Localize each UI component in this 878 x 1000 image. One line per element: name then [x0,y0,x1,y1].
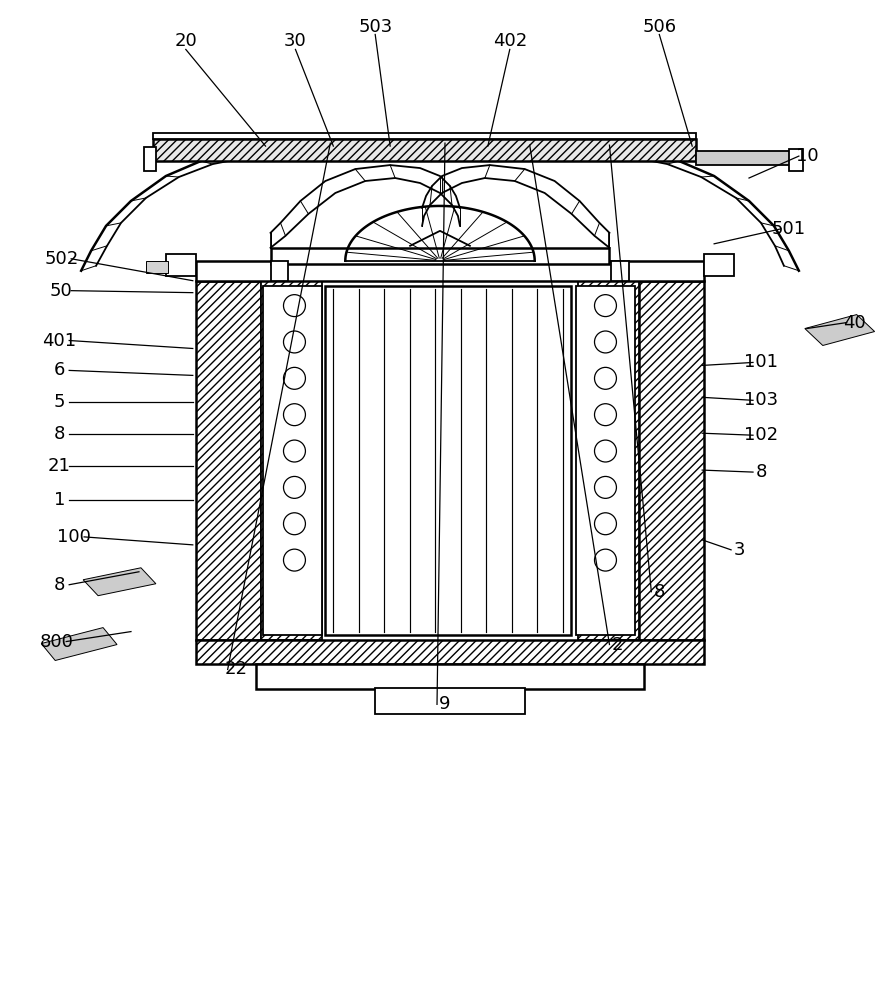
Text: 8: 8 [653,583,665,601]
Text: 506: 506 [642,18,675,36]
Text: 21: 21 [47,457,70,475]
Polygon shape [41,628,117,660]
Bar [375,688,524,714]
Text: 401: 401 [42,332,76,350]
Bar [196,281,260,640]
Bar [196,640,703,664]
Bar [263,286,322,635]
Bar [260,281,322,640]
Text: 8: 8 [754,463,766,481]
Bar [788,149,802,171]
Bar [325,286,570,635]
Text: 102: 102 [743,426,777,444]
Text: 50: 50 [50,282,73,300]
Bar [611,261,629,281]
Bar [270,261,288,281]
Bar [144,147,155,171]
Text: 503: 503 [357,18,392,36]
Bar [196,261,703,281]
Bar [638,281,703,640]
Text: 100: 100 [57,528,91,546]
Bar [166,254,196,276]
Text: 8: 8 [54,576,65,594]
Bar [577,281,638,640]
Bar [695,151,790,165]
Text: 8: 8 [54,425,65,443]
Text: 5: 5 [54,393,65,411]
Polygon shape [804,315,874,345]
Bar [255,664,644,689]
Text: 1: 1 [54,491,65,509]
Text: 20: 20 [174,32,197,50]
Text: 30: 30 [284,32,306,50]
Bar [153,139,695,161]
Text: 10: 10 [795,147,817,165]
Text: 6: 6 [54,361,65,379]
Text: 22: 22 [224,660,247,678]
Text: 101: 101 [743,353,777,371]
Text: 800: 800 [40,633,73,651]
Bar [146,261,168,273]
Text: 501: 501 [771,220,805,238]
Text: 502: 502 [44,250,78,268]
Bar [153,133,695,139]
Text: 9: 9 [439,695,450,713]
Text: 40: 40 [842,314,865,332]
Text: 402: 402 [492,32,526,50]
Text: 103: 103 [743,391,777,409]
Bar [703,254,733,276]
Bar [575,286,635,635]
Polygon shape [83,568,155,596]
Bar [270,248,608,264]
Text: 3: 3 [732,541,744,559]
Text: 2: 2 [611,636,623,654]
